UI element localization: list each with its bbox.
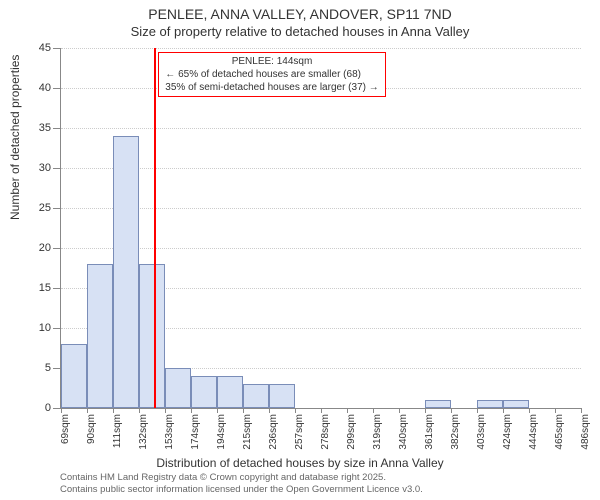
x-tick	[87, 408, 88, 413]
histogram-bar	[139, 264, 165, 408]
y-tick-label: 35	[39, 122, 51, 134]
x-tick-label: 174sqm	[190, 414, 201, 450]
gridline	[61, 248, 581, 249]
attribution-line: Contains public sector information licen…	[60, 484, 423, 496]
chart-container: PENLEE, ANNA VALLEY, ANDOVER, SP11 7ND S…	[0, 0, 600, 500]
x-tick-label: 465sqm	[554, 414, 565, 450]
x-tick-label: 69sqm	[60, 414, 71, 444]
y-tick	[53, 128, 61, 129]
y-tick	[53, 288, 61, 289]
x-tick-label: 361sqm	[424, 414, 435, 450]
x-tick	[269, 408, 270, 413]
x-tick-label: 153sqm	[164, 414, 175, 450]
y-tick-label: 10	[39, 322, 51, 334]
x-tick	[113, 408, 114, 413]
histogram-bar	[243, 384, 269, 408]
histogram-bar	[113, 136, 139, 408]
y-tick-label: 45	[39, 42, 51, 54]
x-tick	[425, 408, 426, 413]
annotation-line: 35% of semi-detached houses are larger (…	[165, 81, 378, 94]
x-tick	[373, 408, 374, 413]
histogram-bar	[165, 368, 191, 408]
histogram-bar	[61, 344, 87, 408]
histogram-bar	[477, 400, 503, 408]
gridline	[61, 128, 581, 129]
x-tick-label: 403sqm	[476, 414, 487, 450]
x-tick	[503, 408, 504, 413]
y-tick-label: 30	[39, 162, 51, 174]
x-axis-label: Distribution of detached houses by size …	[0, 456, 600, 470]
y-tick	[53, 208, 61, 209]
gridline	[61, 168, 581, 169]
plot-area: 05101520253035404569sqm90sqm111sqm132sqm…	[60, 48, 581, 409]
marker-line	[154, 48, 156, 408]
y-tick	[53, 408, 61, 409]
y-tick-label: 25	[39, 202, 51, 214]
x-tick-label: 90sqm	[86, 414, 97, 444]
x-tick	[399, 408, 400, 413]
attribution-text: Contains HM Land Registry data © Crown c…	[60, 472, 423, 496]
x-tick-label: 444sqm	[528, 414, 539, 450]
histogram-bar	[269, 384, 295, 408]
y-tick	[53, 48, 61, 49]
chart-title-sub: Size of property relative to detached ho…	[0, 24, 600, 39]
histogram-bar	[503, 400, 529, 408]
histogram-bar	[217, 376, 243, 408]
y-tick-label: 0	[45, 402, 51, 414]
annotation-title: PENLEE: 144sqm	[165, 55, 378, 68]
x-tick	[529, 408, 530, 413]
x-tick	[61, 408, 62, 413]
x-tick-label: 382sqm	[450, 414, 461, 450]
annotation-line: ← 65% of detached houses are smaller (68…	[165, 68, 378, 81]
histogram-bar	[191, 376, 217, 408]
x-tick-label: 132sqm	[138, 414, 149, 450]
x-tick	[347, 408, 348, 413]
x-tick-label: 236sqm	[268, 414, 279, 450]
y-tick	[53, 368, 61, 369]
y-tick-label: 5	[45, 362, 51, 374]
x-tick	[321, 408, 322, 413]
x-tick	[295, 408, 296, 413]
x-tick-label: 215sqm	[242, 414, 253, 450]
x-tick	[581, 408, 582, 413]
x-tick-label: 340sqm	[398, 414, 409, 450]
y-axis-label: Number of detached properties	[8, 55, 22, 220]
x-tick-label: 299sqm	[346, 414, 357, 450]
y-tick	[53, 328, 61, 329]
histogram-bar	[87, 264, 113, 408]
x-tick	[555, 408, 556, 413]
gridline	[61, 208, 581, 209]
y-tick-label: 20	[39, 242, 51, 254]
x-tick-label: 486sqm	[580, 414, 591, 450]
y-tick-label: 40	[39, 82, 51, 94]
histogram-bar	[425, 400, 451, 408]
x-tick	[165, 408, 166, 413]
x-tick-label: 257sqm	[294, 414, 305, 450]
y-tick	[53, 88, 61, 89]
annotation-box: PENLEE: 144sqm← 65% of detached houses a…	[158, 52, 385, 97]
x-tick-label: 278sqm	[320, 414, 331, 450]
chart-title-main: PENLEE, ANNA VALLEY, ANDOVER, SP11 7ND	[0, 6, 600, 22]
gridline	[61, 48, 581, 49]
x-tick-label: 424sqm	[502, 414, 513, 450]
x-tick	[477, 408, 478, 413]
x-tick	[139, 408, 140, 413]
y-tick	[53, 248, 61, 249]
x-tick-label: 111sqm	[112, 414, 123, 448]
x-tick	[451, 408, 452, 413]
x-tick-label: 319sqm	[372, 414, 383, 450]
y-tick-label: 15	[39, 282, 51, 294]
x-tick	[217, 408, 218, 413]
x-tick	[243, 408, 244, 413]
attribution-line: Contains HM Land Registry data © Crown c…	[60, 472, 423, 484]
x-tick	[191, 408, 192, 413]
y-tick	[53, 168, 61, 169]
x-tick-label: 194sqm	[216, 414, 227, 450]
